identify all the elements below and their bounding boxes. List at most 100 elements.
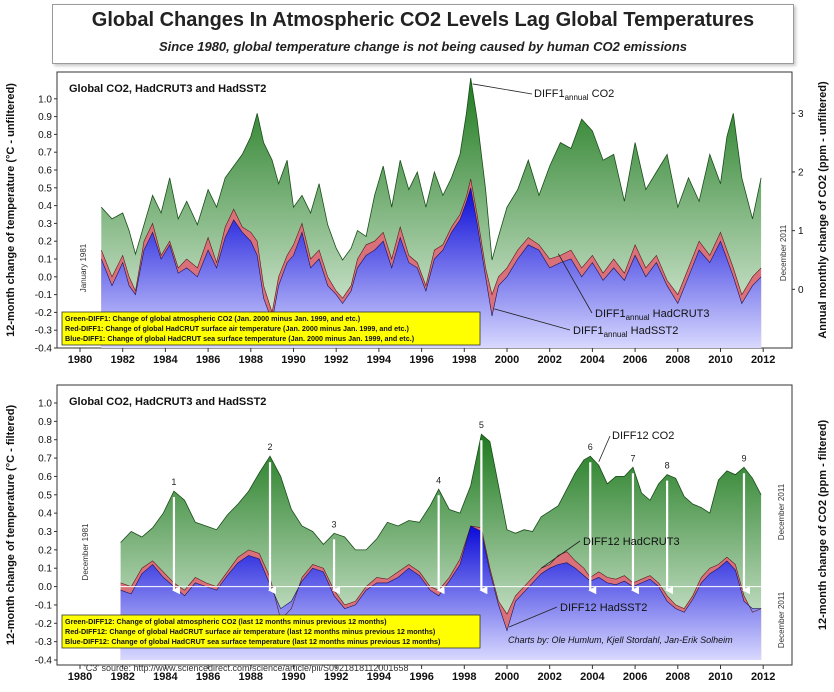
x-tick-label: 1998 <box>452 671 476 683</box>
peak-number: 1 <box>171 477 176 487</box>
chart-title: Global CO2, HadCRUT3 and HadSST2 <box>69 83 266 95</box>
x-tick-label: 1988 <box>239 354 263 366</box>
y-axis-label-right: Annual monthly change of CO2 (ppm - unfi… <box>817 81 829 339</box>
annotation-hadcrut3: DIFF1annual HadCRUT3 <box>595 308 710 322</box>
y-tick-label: 0.0 <box>38 582 52 593</box>
x-tick-label: 2012 <box>751 354 775 366</box>
y-tick-label: -0.3 <box>35 637 53 648</box>
y-tick-label: 1.0 <box>38 94 52 105</box>
y-tick-label: 0.6 <box>38 166 52 177</box>
x-tick-label: 2006 <box>623 354 647 366</box>
annotation-hadsst2-sub: annual <box>604 330 628 339</box>
chart-credits: Charts by: Ole Humlum, Kjell Stordahl, J… <box>508 635 733 645</box>
legend-entry: Red-DIFF1: Change of global HadCRUT surf… <box>65 324 409 333</box>
annotation-hadcrut3-main: DIFF1 <box>595 308 626 320</box>
y-tick-label: -0.1 <box>35 290 53 301</box>
y2-tick-label: 3 <box>798 109 804 120</box>
y-tick-label: 0.1 <box>38 564 52 575</box>
y-tick-label: -0.2 <box>35 619 53 630</box>
annotation-co2: DIFF1annual CO2 <box>534 88 614 102</box>
annotation-co2-tail: CO2 <box>589 88 615 100</box>
y-tick-label: -0.4 <box>35 344 53 355</box>
annotation-co2-sub: annual <box>565 93 589 102</box>
y-axis-label-left: 12-month change of temperature (°C - unf… <box>5 83 17 337</box>
x-tick-label: 1994 <box>367 354 392 366</box>
y-tick-label: 0.0 <box>38 272 52 283</box>
annotation-pointer <box>508 606 558 628</box>
x-tick-label: 1988 <box>239 671 263 683</box>
chart-bottom: 1980 1982 1984 1986 1988 1990 1992 1994 1996 1998… <box>5 384 829 683</box>
chart-top: 1980 1982 1984 1986 1988 1990 1992 1994 1996 1998… <box>5 71 829 366</box>
x-tick-label: 2008 <box>666 671 690 683</box>
x-tick-label: 2006 <box>623 671 647 683</box>
annotation-hadcrut3: DIFF12 HadCRUT3 <box>583 536 680 548</box>
x-tick-label: 1984 <box>153 354 178 366</box>
y-tick-label: 0.3 <box>38 219 52 230</box>
x-tick-label: 2000 <box>495 354 519 366</box>
annotation-pointer <box>598 435 611 462</box>
y-tick-label: 0.9 <box>38 417 52 428</box>
x-tick-label: 1984 <box>153 671 178 683</box>
peak-number: 4 <box>436 475 441 485</box>
peak-number: 7 <box>630 453 635 463</box>
peak-number: 2 <box>268 442 273 452</box>
legend-entry: Red-DIFF12: Change of global HadCRUT sur… <box>65 627 436 636</box>
x-tick-label: 1994 <box>367 671 392 683</box>
y-tick-label: 0.7 <box>38 454 52 465</box>
source-note: 'C3' source: http://www.sciencedirect.co… <box>84 663 408 673</box>
annotation-hadsst2-main: DIFF1 <box>573 325 604 337</box>
title-box: Global Changes In Atmospheric CO2 Levels… <box>52 4 794 64</box>
y-tick-label: -0.3 <box>35 326 53 337</box>
y-tick-label: 0.8 <box>38 435 52 446</box>
x-tick-label: 2010 <box>708 671 732 683</box>
y2-tick-label: 0 <box>798 285 804 296</box>
x-tick-label: 1996 <box>409 354 433 366</box>
x-tick-label: 2002 <box>537 354 561 366</box>
series-hadsst2-line <box>120 525 762 632</box>
y-tick-label: 0.5 <box>38 490 52 501</box>
legend-box <box>61 311 481 346</box>
y-tick-label: 0.9 <box>38 112 52 123</box>
legend-entry: Blue-DIFF1: Change of global HadCRUT sea… <box>65 334 415 343</box>
x-tick-label: 1980 <box>68 354 92 366</box>
annotation-pointer <box>540 540 581 569</box>
side-label-right-bottom: December 2011 <box>777 591 786 648</box>
peak-number: 8 <box>665 461 670 471</box>
side-label-right: December 2011 <box>779 224 788 281</box>
y-tick-label: -0.2 <box>35 308 53 319</box>
annotation-hadcrut3-tail: HadCRUT3 <box>650 308 710 320</box>
x-tick-label: 2000 <box>495 671 519 683</box>
annotation-hadsst2: DIFF1annual HadSST2 <box>573 325 678 339</box>
x-tick-label: 2010 <box>708 354 732 366</box>
annotation-hadcrut3-sub: annual <box>626 313 650 322</box>
peak-number: 5 <box>479 420 484 430</box>
annotation-hadsst2: DIFF12 HadSST2 <box>560 602 647 614</box>
x-tick-label: 1990 <box>281 354 305 366</box>
annotation-pointer <box>557 253 593 314</box>
peak-number: 3 <box>332 519 337 529</box>
x-tick-label: 1998 <box>452 354 476 366</box>
y-tick-label: -0.4 <box>35 656 53 667</box>
y-tick-label: 0.4 <box>38 509 52 520</box>
x-tick-label: 1980 <box>68 671 92 683</box>
x-tick-label: 2004 <box>580 354 605 366</box>
y-tick-label: 0.1 <box>38 255 52 266</box>
x-tick-label: 1996 <box>409 671 433 683</box>
legend-entry: Green-DIFF1: Change of global atmospheri… <box>65 314 361 323</box>
series-co2-line <box>101 78 762 261</box>
y2-tick-label: 2 <box>798 167 804 178</box>
side-label-right-top: December 2011 <box>777 483 786 540</box>
annotation-co2-main: DIFF1 <box>534 88 565 100</box>
legend-entry: Green-DIFF12: Change of global atmospher… <box>65 617 387 626</box>
x-tick-label: 1986 <box>196 671 220 683</box>
series-co2-line <box>120 433 762 551</box>
series-hadcrut3-line <box>101 178 762 313</box>
annotation-hadsst2-tail: HadSST2 <box>628 325 679 337</box>
x-tick-label: 1992 <box>324 671 348 683</box>
x-tick-label: 1986 <box>196 354 220 366</box>
chart-title: Global CO2, HadCRUT3 and HadSST2 <box>69 396 266 408</box>
y-tick-label: 0.3 <box>38 527 52 538</box>
peak-number: 6 <box>588 442 593 452</box>
y-tick-label: 0.4 <box>38 201 52 212</box>
